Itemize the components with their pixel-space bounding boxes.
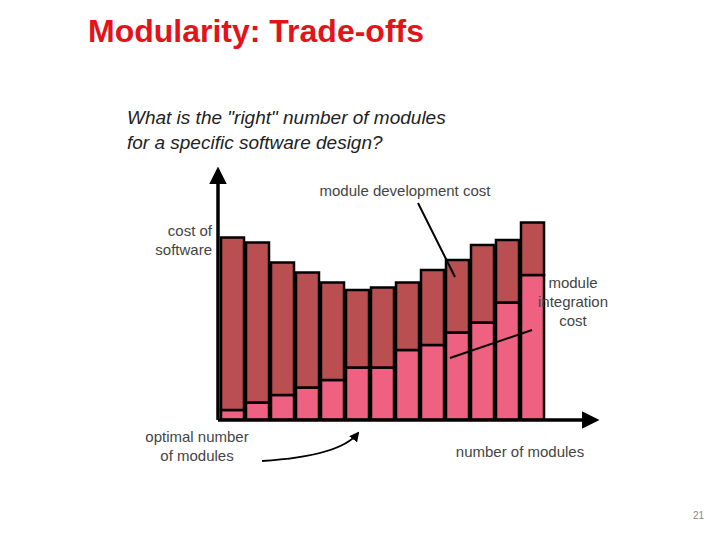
page-number: 21 (693, 510, 705, 521)
bar (371, 288, 394, 368)
bar (296, 273, 319, 388)
bar (246, 243, 269, 403)
bar (221, 238, 244, 411)
bar (446, 333, 469, 421)
series-label-line: cost (559, 312, 587, 329)
bar (346, 368, 369, 421)
bar (396, 350, 419, 420)
subtitle: for a specific software design? (127, 132, 383, 153)
bar (496, 240, 519, 303)
bar (521, 223, 544, 276)
annotation: optimal number (145, 428, 248, 445)
bars (221, 223, 544, 421)
bar (321, 283, 344, 381)
bar (371, 368, 394, 421)
bar (346, 290, 369, 368)
title: Modularity: Trade-offs (88, 13, 424, 49)
annotation-arrow (262, 433, 358, 461)
y-label: software (155, 241, 212, 258)
series-label-line: module (548, 274, 597, 291)
bar (271, 395, 294, 420)
y-label: cost of (168, 222, 213, 239)
series-pointer (418, 203, 455, 277)
bar (321, 380, 344, 420)
series-label: module development cost (320, 182, 492, 199)
x-axis (218, 418, 596, 422)
bar (396, 283, 419, 351)
bar (446, 260, 469, 333)
bar (246, 403, 269, 421)
series-pointer (450, 330, 532, 358)
x-label: number of modules (456, 443, 584, 460)
bar (496, 303, 519, 421)
series-label-line: integration (538, 293, 608, 310)
slide: Modularity: Trade-offs What is the "right… (0, 0, 720, 540)
bar (271, 263, 294, 396)
y-axis (216, 170, 220, 420)
bar (296, 388, 319, 421)
bar (421, 270, 444, 345)
bar (471, 323, 494, 421)
subtitle: What is the "right" number of modules (127, 107, 446, 128)
series-label: module integration cost (538, 274, 608, 329)
bar (471, 245, 494, 323)
annotation: of modules (160, 447, 233, 464)
bar (421, 345, 444, 420)
